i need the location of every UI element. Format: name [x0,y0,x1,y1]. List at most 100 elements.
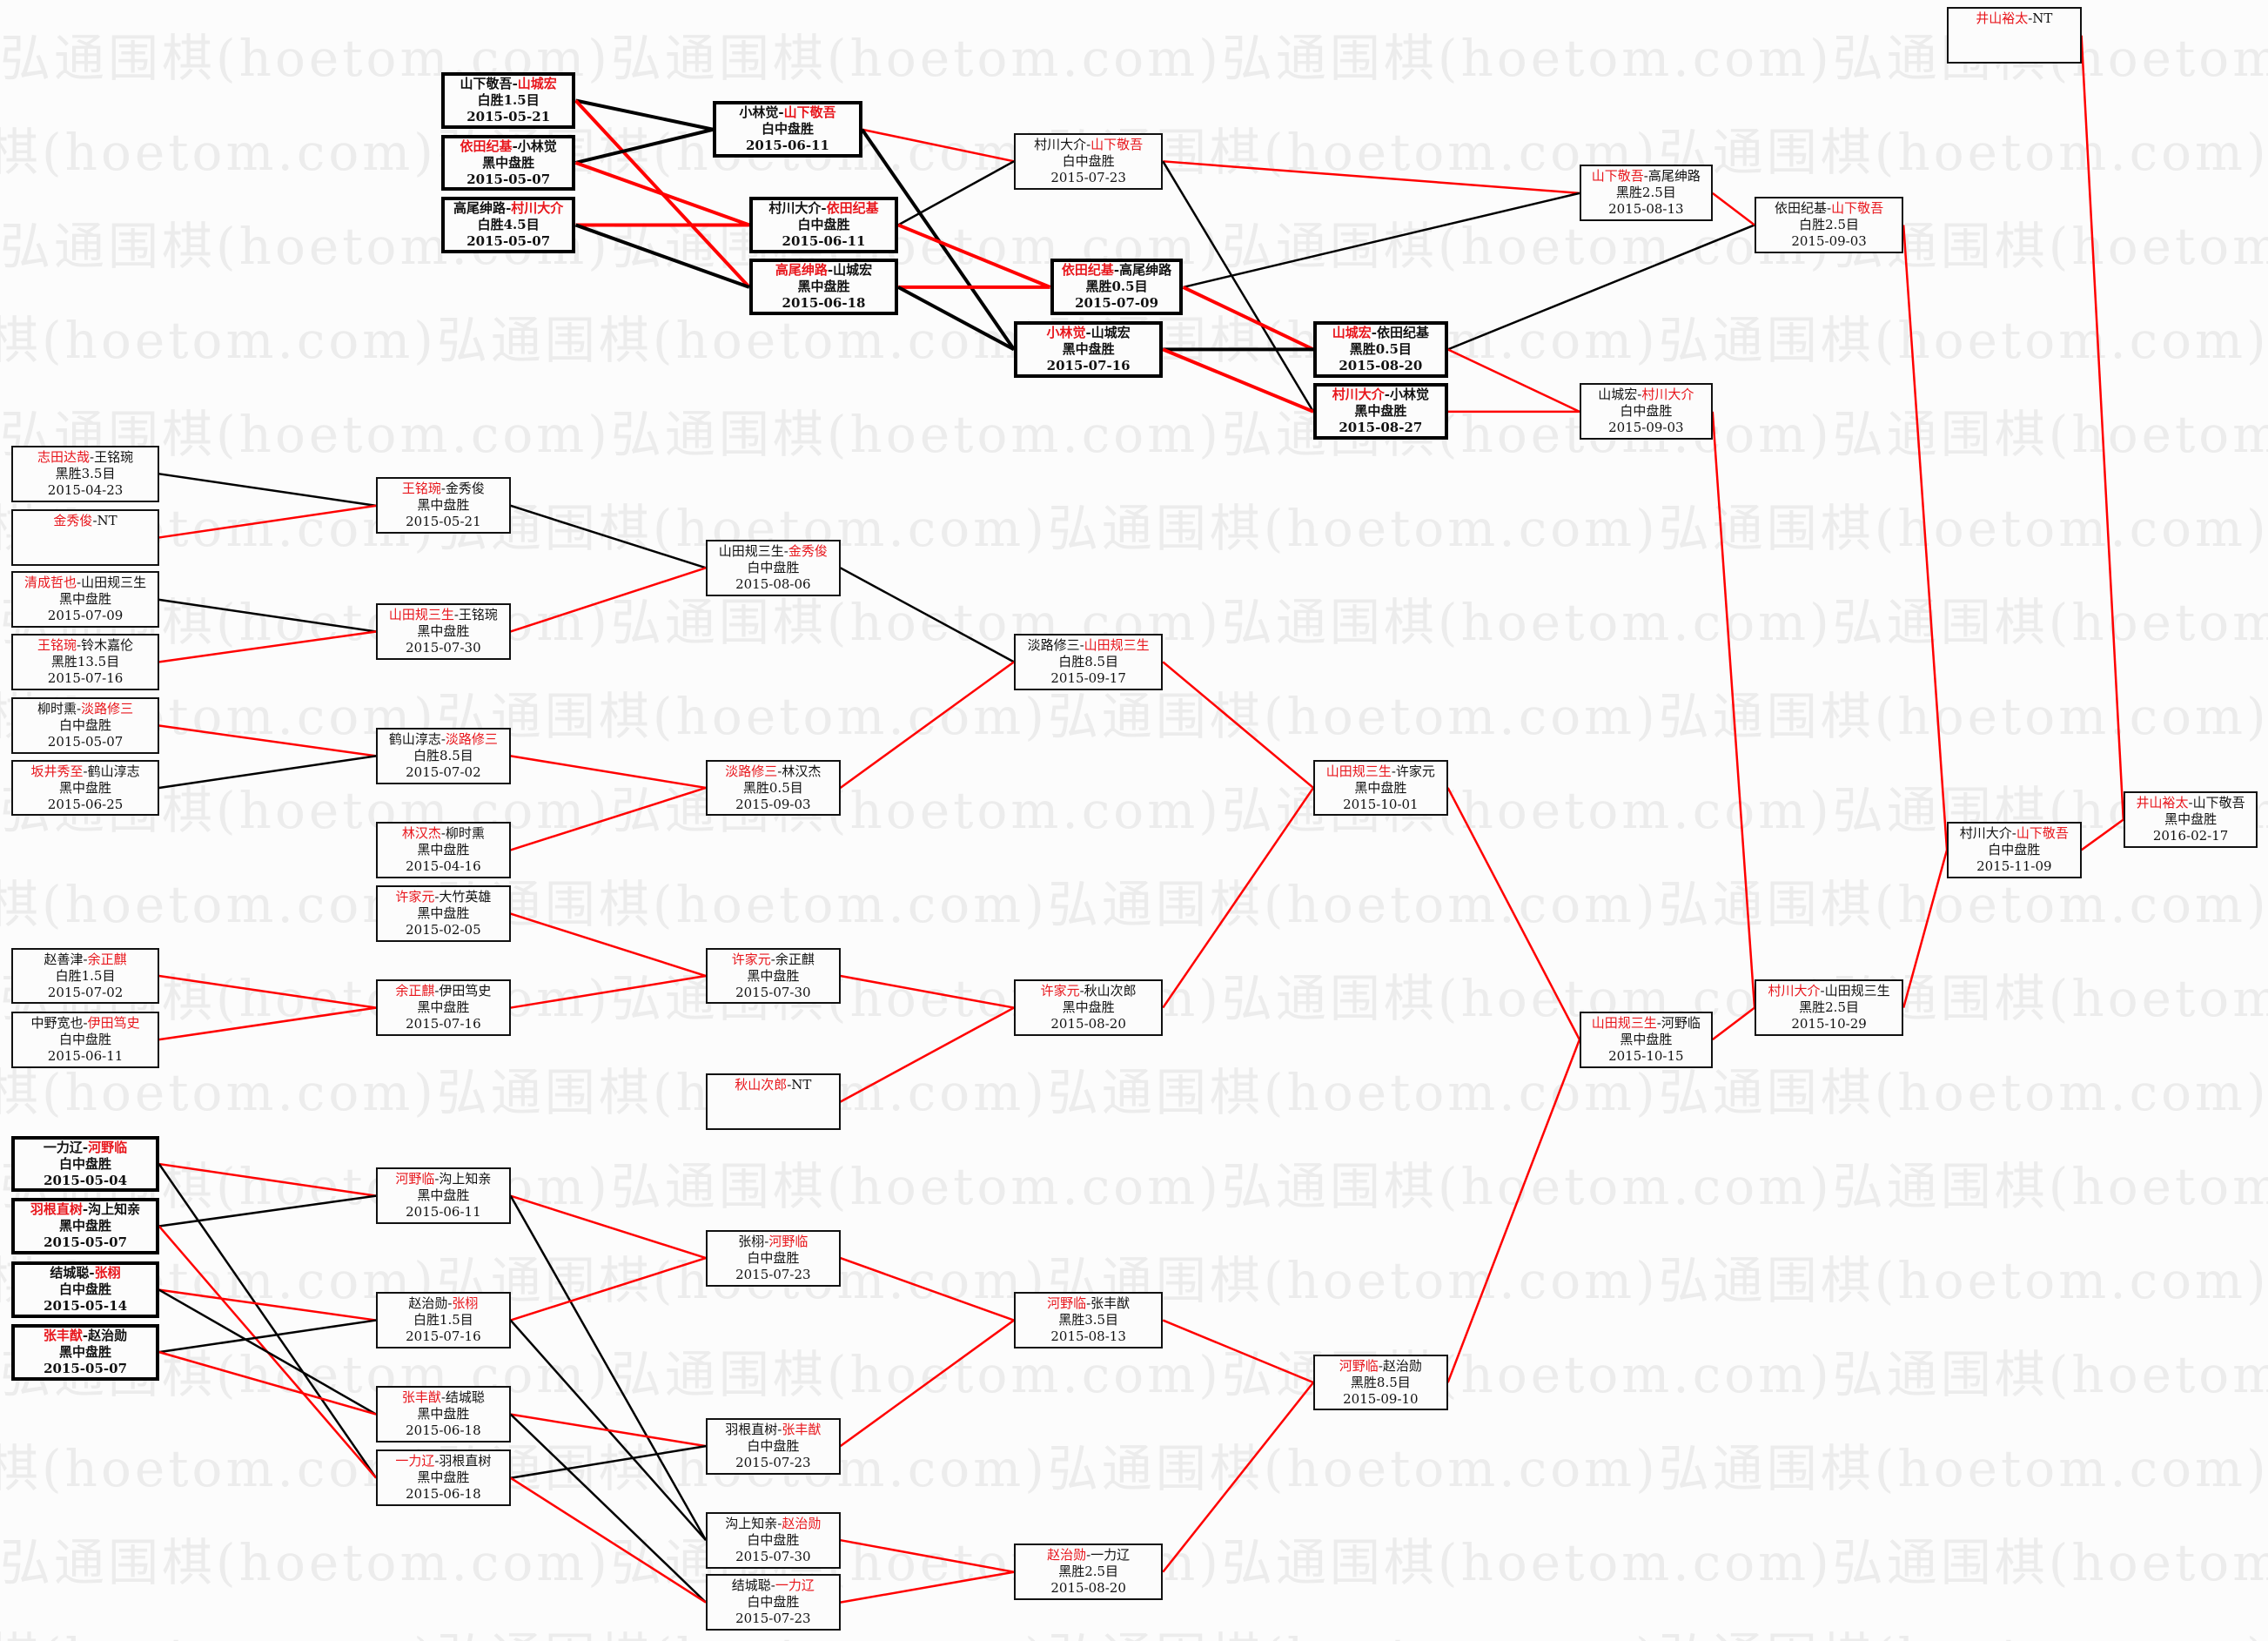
match-players: 山田规三生-河野临 [1581,1015,1711,1032]
separator: - [2188,795,2193,811]
match-result: 白中盘胜 [747,559,800,575]
separator: - [777,1515,782,1531]
match-box: 林汉杰-柳时熏 黑中盘胜 2015-04-16 [376,822,511,878]
separator: - [827,262,834,279]
bracket-link-red [2080,35,2125,820]
separator: - [770,951,775,967]
watermark-segment: 弘通围棋(hoetom.com) [610,1157,1222,1216]
watermark-text: 弘通围棋(hoetom.com)弘通围棋(hoetom.com)弘通围棋(hoe… [0,864,2268,937]
player-two: 羽根直树 [439,1453,492,1470]
bracket-link-red [574,161,750,227]
player-two: 淡路修三 [81,701,134,717]
player-two: 许家元 [1395,763,1435,779]
match-result: 白中盘胜 [59,1155,112,1172]
match-players: 村川大介-山田规三生 [1756,983,1902,999]
match-result: 白中盘胜 [59,1031,112,1047]
player-one: 河野临 [1047,1295,1087,1312]
match-date: 2015-07-16 [406,1328,481,1345]
watermark-segment: 弘通围棋(hoetom.com) [1659,1627,2268,1641]
bracket-link-red [158,1006,377,1041]
player-two: 林汉杰 [782,763,822,779]
match-result: 黑胜3.5目 [1058,1312,1119,1328]
watermark-segment: 弘通围棋(hoetom.com) [436,311,1048,370]
player-one: 河野临 [395,1171,435,1187]
player-two: 赵治勋 [782,1515,822,1531]
match-date: 2015-07-30 [735,1548,811,1564]
bracket-link-red [840,974,1015,1009]
match-box: 村川大介-依田纪基 白中盘胜 2015-06-11 [748,197,899,253]
match-date: 2016-02-17 [2152,828,2229,844]
player-one: 赵治勋 [408,1295,448,1312]
player-two: 山下敬吾 [2016,825,2069,841]
match-players: 高尾绅路-山城宏 [753,262,895,279]
separator: - [1827,200,1832,217]
player-two: 淡路修三 [445,730,498,747]
player-two: 张栩 [452,1295,479,1312]
player-one: 村川大介 [1034,136,1087,152]
bracket-link-red [1712,192,1755,226]
watermark-segment: 弘通围棋(hoetom.com) [0,875,437,934]
separator: - [77,575,82,591]
player-one: 山田规三生 [718,542,784,559]
match-box: 依田纪基-小林觉 黑中盘胜 2015-05-07 [440,134,576,192]
separator: - [777,1421,782,1437]
bracket-link-red [510,1413,707,1448]
match-box: 山城宏-依田纪基 黑胜0.5目 2015-08-20 [1313,320,1448,378]
match-box: 依田纪基-山下敬吾 白胜2.5目 2015-09-03 [1754,197,1904,253]
match-result: 白胜2.5目 [1799,217,1859,233]
match-date: 2015-06-18 [406,1422,481,1439]
match-result: 黑中盘胜 [417,497,470,514]
bracket-link-red [510,912,707,978]
bracket-link-red [158,1162,377,1197]
separator: - [506,200,512,217]
match-players: 村川大介-小林觉 [1317,387,1445,403]
match-result: 黑中盘胜 [797,279,850,295]
watermark-segment: 弘通围棋(hoetom.com) [1221,969,1833,1028]
bracket-link-black [1183,192,1580,289]
match-players: 余正麒-伊田笃史 [378,983,509,999]
player-two: 沟上知亲 [439,1171,492,1187]
match-players: 村川大介-山下敬吾 [1016,137,1161,153]
watermark-text: 弘通围棋(hoetom.com)弘通围棋(hoetom.com)弘通围棋(hoe… [0,1240,2268,1313]
watermark-segment: 弘通围棋(hoetom.com) [1221,1157,1833,1216]
match-result: 黑胜3.5目 [55,465,116,481]
match-box: 许家元-余正麒 黑中盘胜 2015-07-30 [706,947,841,1005]
player-two: 金秀俊 [788,542,828,559]
match-players: 赵治勋-张栩 [378,1295,509,1312]
player-one: 河野临 [1339,1357,1379,1374]
player-two: 结城聪 [445,1389,485,1406]
separator: - [440,1389,446,1406]
match-date: 2015-07-23 [735,1266,811,1282]
match-date: 2015-10-15 [1608,1047,1684,1064]
match-result: 白胜1.5目 [55,967,116,984]
match-result: 白胜8.5目 [413,747,473,763]
match-box: 山城宏-村川大介 白中盘胜 2015-09-03 [1579,383,1713,441]
match-box: 山田规三生-许家元 黑中盘胜 2015-10-01 [1313,759,1448,817]
match-result: 黑中盘胜 [1620,1031,1673,1047]
player-two: 张丰猷 [1090,1295,1131,1312]
player-one: 依田纪基 [1061,262,1114,279]
match-box: 鹤山淳志-淡路修三 白胜8.5目 2015-07-02 [376,727,511,784]
match-box: 河野临-张丰猷 黑胜3.5目 2015-08-13 [1014,1292,1164,1348]
player-one: 高尾绅路 [775,262,828,279]
match-box: 志田达哉-王铭琬 黑胜3.5目 2015-04-23 [11,445,159,502]
player-one: 张丰猷 [401,1389,441,1406]
bracket-link-red [1182,286,1314,352]
match-result: 黑胜0.5目 [1349,340,1412,357]
player-one: 柳时熏 [37,701,77,717]
watermark-segment: 弘通围棋(hoetom.com) [1832,1157,2268,1216]
watermark-segment: 弘通围棋(hoetom.com) [1048,1627,1659,1641]
match-date: 2015-05-04 [44,1172,128,1188]
match-result: 黑中盘胜 [417,842,470,857]
bracket-link-red [1902,225,1949,851]
separator: - [512,138,518,154]
match-date: 2015-05-21 [406,514,481,530]
match-result: 黑胜2.5目 [1615,185,1676,201]
player-one: 淡路修三 [1027,636,1080,653]
match-date: 2015-06-11 [745,138,829,154]
player-two: 余正麒 [87,951,127,967]
match-result: 黑中盘胜 [417,999,470,1016]
match-date: 2015-07-30 [735,984,811,1000]
match-players: 山田规三生-王铭琬 [378,607,509,623]
bracket-link-red [1712,1006,1755,1041]
